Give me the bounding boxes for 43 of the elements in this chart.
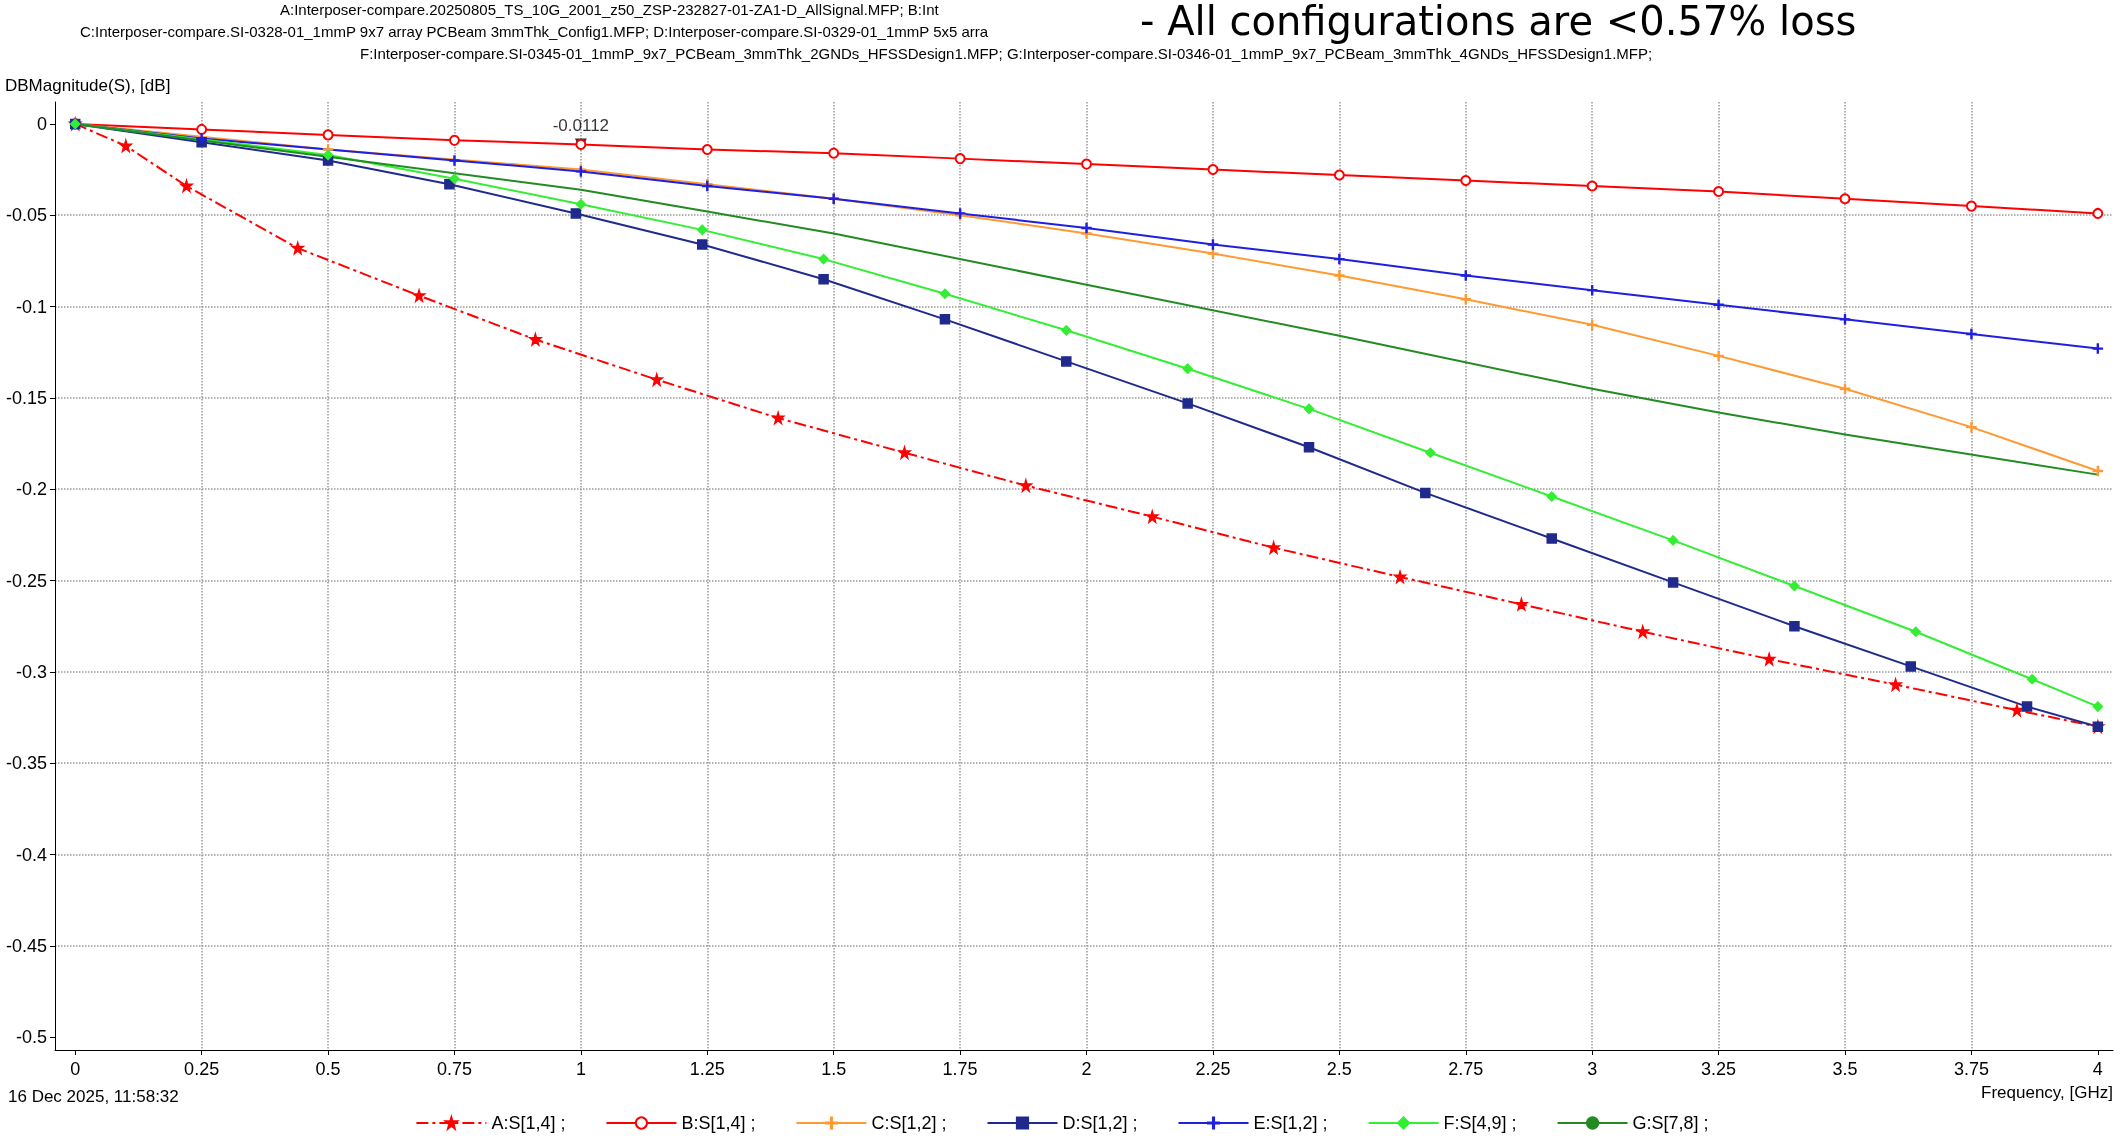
legend-label: E:S[1,2] ; — [1253, 1113, 1328, 1133]
legend-label: A:S[1,4] ; — [491, 1113, 566, 1133]
x-tick-label: 4 — [2092, 1059, 2103, 1079]
y-axis-title: DBMagnitude(S), [dB] — [5, 76, 171, 95]
text: 16 Dec 2025, 11:58:32 — [8, 1087, 179, 1106]
x-tick-label: 1.75 — [942, 1059, 978, 1079]
y-tick-label: -0.2 — [15, 479, 47, 500]
text: F:Interposer-compare.SI-0345-01_1mmP_9x7_PCBeam_3mmThk_2GNDs_HFSSDesign1.MFP; G:Interposer-compare.SI-0346-01_1mmP_9x7_PCBeam_3mmThk_4GNDs_HFSSDesign1.MFP; — [360, 45, 1653, 62]
x-tick-label: 0.25 — [184, 1059, 220, 1079]
chart-title: - All configurations are <0.57% loss — [1140, 0, 1857, 44]
y-tick-label: -0.35 — [5, 753, 47, 774]
text: A:Interposer-compare.20250805_TS_10G_2001_z50_ZSP-232827-01-ZA1-D_AllSignal.MFP; B:Int — [280, 1, 940, 18]
legend-label: B:S[1,4] ; — [681, 1113, 756, 1133]
y-tick-label: -0.4 — [15, 844, 47, 865]
x-tick-label: 3.75 — [1953, 1059, 1989, 1079]
x-tick-label: 0.5 — [315, 1059, 341, 1079]
x-tick-label: 2.25 — [1195, 1059, 1231, 1079]
y-tick-label: -0.25 — [5, 570, 47, 591]
y-tick-label: -0.3 — [15, 661, 47, 682]
x-tick-label: 3.25 — [1701, 1059, 1737, 1079]
y-tick-label: -0.1 — [15, 296, 47, 317]
x-axis-title: Frequency, [GHz] — [1981, 1083, 2113, 1102]
x-tick-label: 1.25 — [689, 1059, 725, 1079]
y-tick-label: -0.05 — [5, 205, 47, 226]
x-tick-label: 1.5 — [821, 1059, 847, 1079]
legend-label: C:S[1,2] ; — [871, 1113, 947, 1133]
legend-label: D:S[1,2] ; — [1062, 1113, 1138, 1133]
legend-label: F:S[4,9] ; — [1443, 1113, 1517, 1133]
annotation: -0.0112 — [552, 116, 610, 136]
x-tick-label: 0.75 — [436, 1059, 472, 1079]
legend-label: G:S[7,8] ; — [1632, 1113, 1709, 1133]
x-tick-label: 2 — [1081, 1059, 1092, 1079]
x-tick-label: 3.5 — [1832, 1059, 1858, 1079]
x-tick-label: 3 — [1587, 1059, 1598, 1079]
x-tick-label: 0 — [70, 1059, 81, 1079]
y-tick-label: -0.5 — [15, 1027, 47, 1048]
y-tick-label: -0.15 — [5, 387, 47, 408]
x-tick-label: 2.75 — [1448, 1059, 1484, 1079]
y-tick-label: 0 — [36, 113, 47, 134]
text: C:Interposer-compare.SI-0328-01_1mmP 9x7 array PCBeam 3mmThk_Config1.MFP; D:Interposer-compare.SI-0329-01_1mmP 5x5 arra — [80, 23, 989, 40]
x-tick-label: 1 — [575, 1059, 586, 1079]
x-tick-label: 2.5 — [1326, 1059, 1352, 1079]
y-tick-label: -0.45 — [5, 935, 47, 956]
